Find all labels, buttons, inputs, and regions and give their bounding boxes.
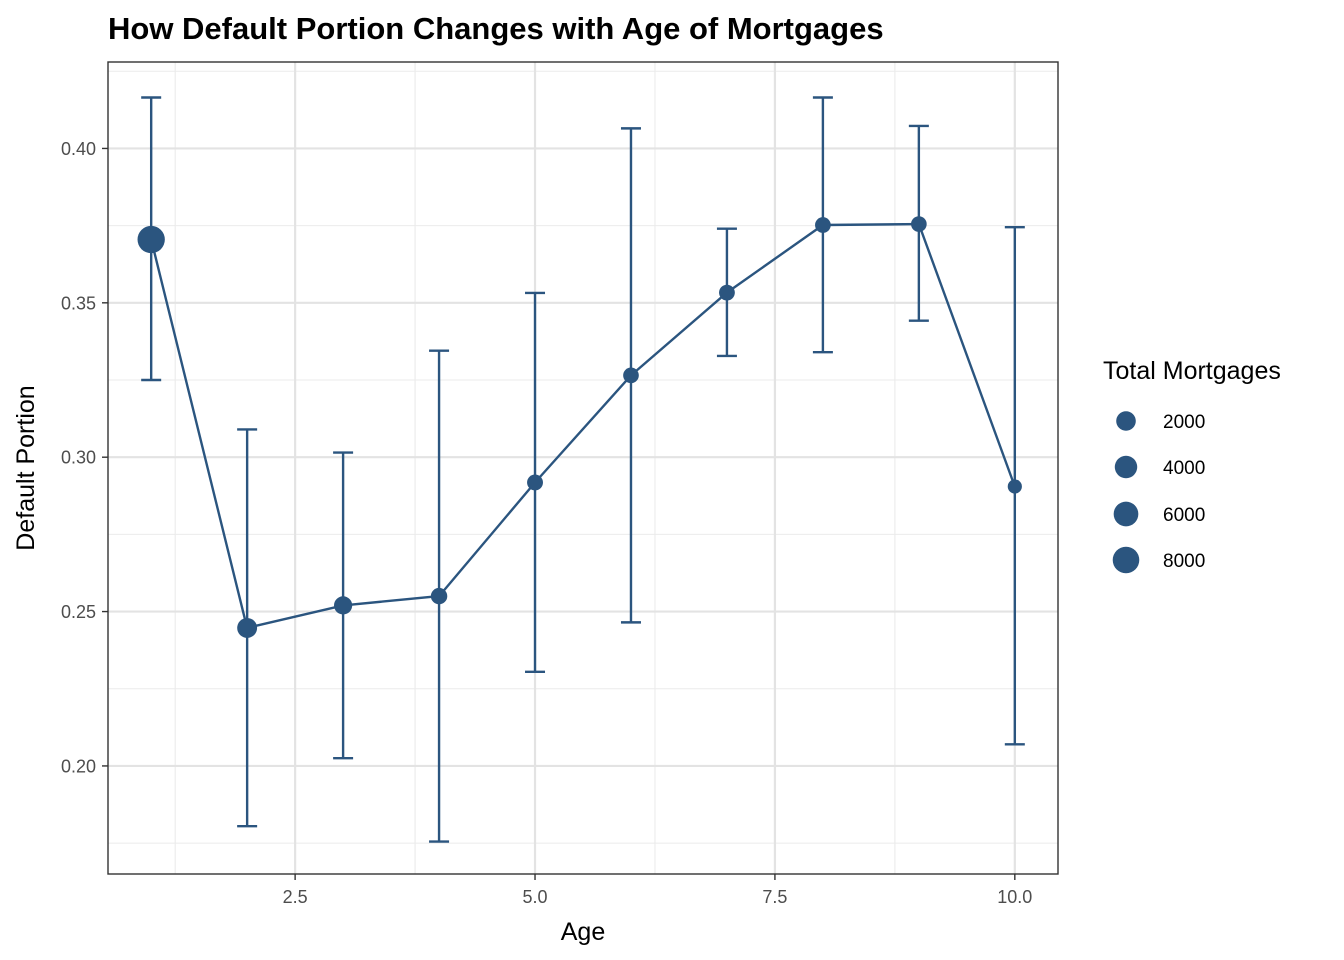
legend-label: 8000 xyxy=(1163,551,1205,572)
plot-border xyxy=(107,61,1059,875)
data-point xyxy=(623,367,639,384)
y-tick-label: 0.20 xyxy=(61,756,96,776)
chart-title: How Default Portion Changes with Age of … xyxy=(108,11,884,46)
x-tick-label: 2.5 xyxy=(283,887,308,907)
data-point xyxy=(815,217,831,233)
y-tick-label: 0.30 xyxy=(61,448,96,468)
x-axis-title: Age xyxy=(561,918,605,946)
legend-key xyxy=(1116,411,1136,431)
data-point xyxy=(911,216,927,232)
plot-background xyxy=(108,62,1058,874)
y-axis-title: Default Portion xyxy=(12,385,40,550)
legend-items: 2000 4000 6000 8000 xyxy=(1112,411,1205,574)
data-point xyxy=(1007,479,1022,494)
data-point xyxy=(527,474,543,491)
data-point xyxy=(137,225,165,254)
y-tick-label: 0.25 xyxy=(61,602,96,622)
series-line xyxy=(150,222,1016,630)
x-tick-label: 7.5 xyxy=(762,887,787,907)
data-point xyxy=(333,596,353,615)
x-tick-label: 10.0 xyxy=(997,887,1032,907)
legend-key xyxy=(1114,455,1138,479)
x-axis-ticks: 2.5 5.0 7.5 10.0 xyxy=(283,874,1032,907)
data-point xyxy=(719,284,735,301)
legend-title: Total Mortgages xyxy=(1103,357,1281,385)
data-point xyxy=(237,617,258,638)
legend-label: 4000 xyxy=(1163,458,1205,479)
data-points xyxy=(137,216,1022,638)
legend-key xyxy=(1112,546,1140,574)
legend-label: 6000 xyxy=(1163,505,1205,526)
y-axis-ticks: 0.20 0.25 0.30 0.35 0.40 xyxy=(61,139,108,776)
legend-key xyxy=(1113,501,1139,527)
legend: Total Mortgages 2000 4000 6000 8000 xyxy=(1103,357,1281,574)
y-tick-label: 0.40 xyxy=(61,139,96,159)
data-point xyxy=(430,587,448,605)
y-tick-label: 0.35 xyxy=(61,293,96,313)
minor-gridlines xyxy=(108,62,1058,874)
plot-area xyxy=(107,61,1059,875)
legend-label: 2000 xyxy=(1163,412,1205,433)
x-tick-label: 5.0 xyxy=(523,887,548,907)
